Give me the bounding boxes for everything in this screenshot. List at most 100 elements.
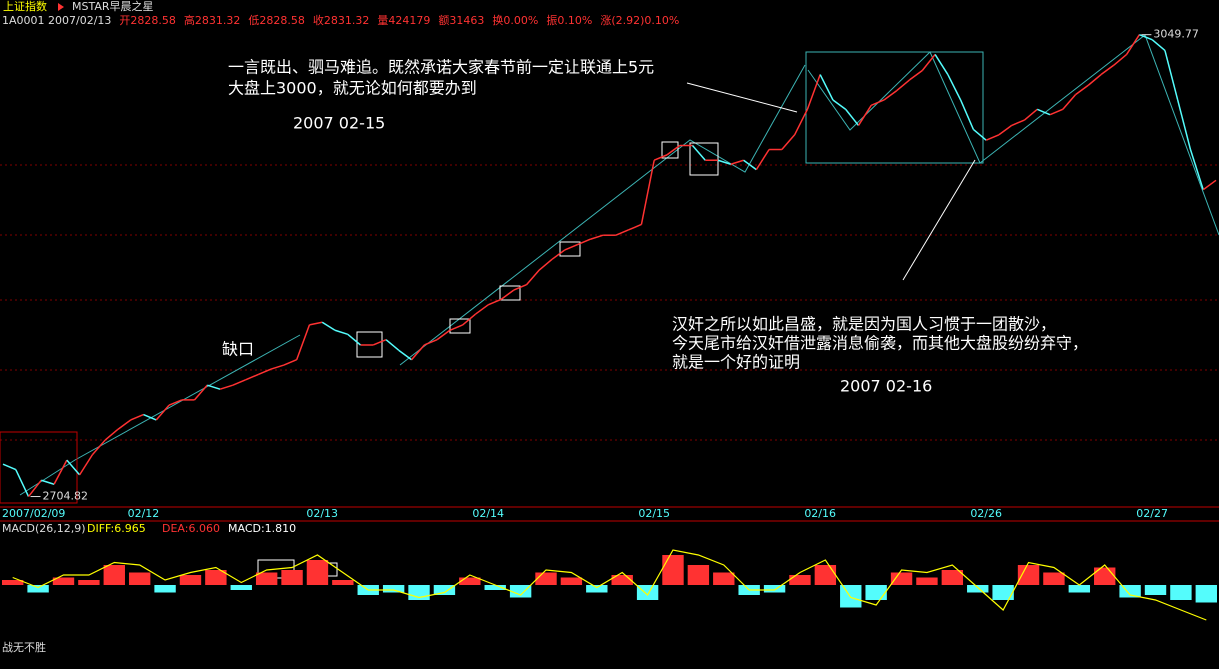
price-segment [168,399,183,406]
price-segment [1062,94,1077,110]
macd-bar [1068,585,1091,593]
price-segment [819,74,834,101]
diff-line [12,549,1207,621]
price-segment [41,479,55,485]
annotation: 一言既出、驷马难追。既然承诺大家春节前一定让联通上5元 [228,58,654,77]
price-segment [1023,108,1038,121]
macd-bar [382,585,405,593]
macd-bar [154,585,176,593]
price-segment [2,463,17,471]
price-segment [1151,39,1166,52]
annotation: 就是一个好的证明 [672,353,800,372]
macd-bar [890,572,913,585]
macd-bar [459,577,481,585]
macd-bar [179,575,202,585]
quote-item: 振0.10% [546,13,592,27]
pointer-line [686,82,798,113]
price-segment [857,104,872,126]
price-segment [385,339,400,351]
x-tick-label: 02/16 [804,507,836,520]
price-segment [117,419,132,430]
legend-entry: DIFF:6.965 [87,522,146,535]
macd-bar [78,580,100,585]
price-segment [972,128,987,141]
price-segment [1075,84,1089,96]
price-segment [1049,108,1064,116]
macd-bar [636,585,659,600]
price-segment [1139,33,1153,41]
annotation: 大盘上3000，就无论如何都要办到 [228,79,477,98]
pattern-box [356,331,383,358]
price-segment [896,79,911,92]
price-segment [832,99,847,110]
price-segment [1176,99,1192,150]
x-tick-label: 2007/02/09 [2,507,65,520]
price-segment [1011,119,1025,127]
price-segment [1202,179,1217,191]
macd-bar [2,580,24,585]
price-segment [309,321,323,326]
min-label: 2704.82 [43,490,89,503]
macd-bar [916,577,938,585]
pointer-line [902,159,976,281]
quote-item: 额31463 [438,14,484,27]
macd-bar [992,585,1014,600]
macd-bar [840,585,862,608]
price-segment [551,249,566,260]
price-segment [193,384,208,401]
price-segment [15,469,30,497]
price-segment [258,368,272,376]
macd-bar [1170,585,1192,600]
annotation: 2007 02-15 [293,114,385,133]
price-segment [793,109,809,136]
quote-item: 开2828.58 [119,14,176,27]
price-segment [666,144,681,156]
macd-bar [509,585,532,598]
price-segment [436,329,451,341]
macd-bar [662,555,684,585]
price-segment [474,304,489,315]
quote-bar: 1A0001 2007/02/13 开2828.58 高2831.32 低2828.5… [2,13,679,27]
legend-entry: MACD:1.810 [228,522,296,535]
price-segment [959,99,975,130]
price-segment [449,324,463,331]
macd-bar [484,585,506,590]
price-segment [1113,53,1128,66]
price-segment [78,454,94,476]
price-segment [717,159,732,165]
macd-bar [687,565,710,585]
price-segment [525,269,540,286]
price-segment [487,298,502,306]
quote-item: 涨(2.92)0.10% [600,14,679,27]
price-segment [334,329,348,335]
macd-bar [535,572,557,585]
price-segment [806,74,821,110]
price-segment [590,234,604,240]
macd-bar [306,560,329,585]
price-segment [934,54,949,75]
price-segment [730,159,744,165]
price-segment [155,404,170,421]
price-segment [143,413,157,421]
macd-bar [941,570,964,585]
price-segment [462,313,476,326]
macd-bar [814,565,837,585]
max-label: 3049.77 [1153,28,1199,41]
price-segment [577,238,591,246]
price-segment [295,324,311,360]
macd-bar [103,565,125,585]
price-segment [104,428,119,441]
price-segment [921,53,936,71]
highlight-box [805,51,984,164]
macd-bar [27,585,49,593]
price-segment [691,145,706,161]
indicator-name: MSTAR早晨之星 [72,0,154,13]
price-segment [53,459,68,485]
x-tick-label: 02/26 [970,507,1002,520]
price-segment [1164,50,1179,101]
price-segment [870,99,885,107]
price-segment [985,134,1000,141]
macd-bar [128,572,151,585]
x-tick-label: 02/14 [472,507,504,520]
